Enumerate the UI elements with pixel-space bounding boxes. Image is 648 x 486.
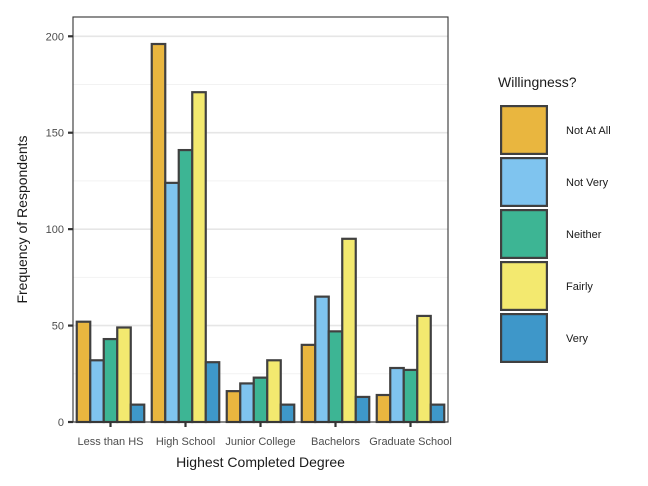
x-tick-label: High School xyxy=(156,436,215,448)
y-tick-label: 0 xyxy=(58,417,64,429)
legend-key xyxy=(500,313,549,364)
bar xyxy=(239,382,255,424)
bar xyxy=(375,393,392,424)
x-tick-label: Junior College xyxy=(225,436,295,448)
legend-key xyxy=(500,261,549,312)
bar xyxy=(225,390,242,424)
bar xyxy=(75,320,92,424)
bars xyxy=(75,42,446,424)
bar xyxy=(341,237,357,424)
legend-label: Not Very xyxy=(566,177,609,189)
y-tick-label: 50 xyxy=(52,321,64,333)
bar xyxy=(416,314,432,424)
legend-label: Very xyxy=(566,333,589,345)
legend-key xyxy=(500,104,549,155)
bar xyxy=(429,403,446,424)
bar xyxy=(102,337,119,424)
y-axis: 0 50 100 150 200 xyxy=(46,31,73,429)
y-tick-label: 100 xyxy=(46,224,64,236)
bar xyxy=(129,403,146,424)
bar xyxy=(252,376,269,424)
legend-label: Neither xyxy=(566,229,602,241)
bar xyxy=(354,395,371,424)
y-axis-title: Frequency of Respondents xyxy=(14,135,30,303)
bar xyxy=(164,181,180,424)
bar xyxy=(389,366,405,424)
y-tick-label: 200 xyxy=(46,31,64,43)
bar xyxy=(314,295,330,424)
x-tick-label: Graduate School xyxy=(369,436,452,448)
legend-label: Fairly xyxy=(566,281,593,293)
x-tick-label: Bachelors xyxy=(311,436,360,448)
bar xyxy=(177,148,194,424)
y-tick-label: 150 xyxy=(46,128,64,140)
x-axis: Less than HS High School Junior College Bac… xyxy=(77,422,452,448)
bar xyxy=(204,361,221,424)
bar xyxy=(402,368,419,424)
bar xyxy=(279,403,296,424)
bar xyxy=(89,359,105,424)
bar xyxy=(327,330,344,424)
legend-key xyxy=(500,209,549,260)
legend-key xyxy=(500,157,549,208)
bar xyxy=(191,91,207,424)
x-axis-title: Highest Completed Degree xyxy=(176,454,345,470)
legend-label: Not At All xyxy=(566,125,611,137)
legend-title: Willingness? xyxy=(498,74,577,90)
bar xyxy=(266,359,282,424)
bar xyxy=(150,42,167,424)
x-tick-label: Less than HS xyxy=(77,436,143,448)
legend: Willingness? Not At All Not Very Neither Fa… xyxy=(498,74,611,364)
bar xyxy=(300,343,317,424)
bar xyxy=(116,326,132,424)
